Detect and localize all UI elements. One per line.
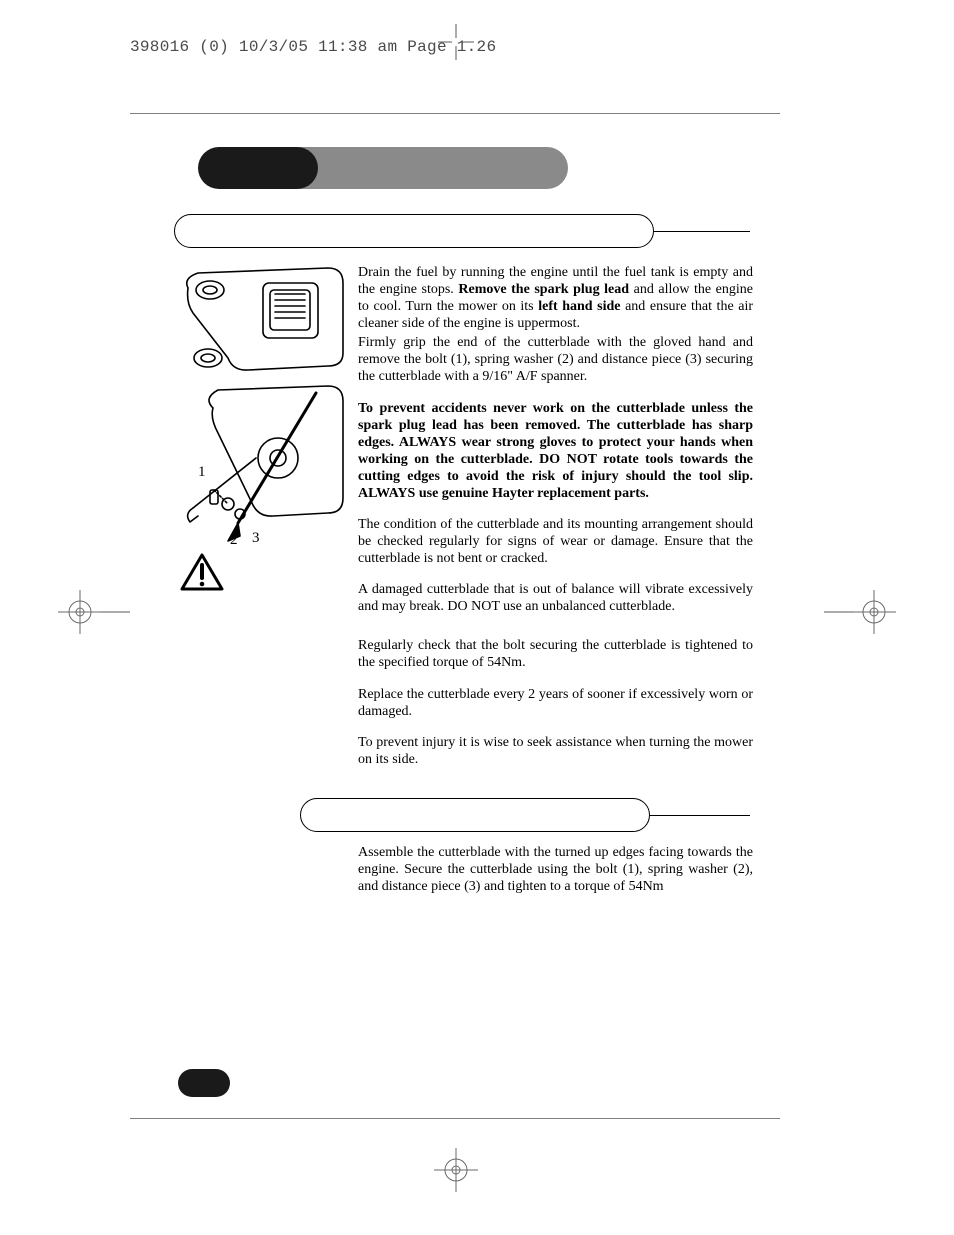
cropmark-right bbox=[824, 606, 854, 618]
section-title-1 bbox=[174, 214, 750, 253]
para-grip-cutterblade: Firmly grip the end of the cutterblade w… bbox=[358, 334, 753, 385]
para-seek-assist: To prevent injury it is wise to seek ass… bbox=[358, 734, 753, 768]
cutterblade-figure: 1 2 3 bbox=[178, 258, 348, 548]
warning-paragraph: To prevent accidents never work on the c… bbox=[358, 400, 753, 502]
page-number-pill bbox=[178, 1069, 230, 1097]
registration-target-right bbox=[852, 590, 896, 634]
para-assemble: Assemble the cutterblade with the turned… bbox=[358, 844, 753, 895]
para-damaged-blade: A damaged cutterblade that is out of bal… bbox=[358, 581, 753, 615]
para-condition-check: The condition of the cutterblade and its… bbox=[358, 516, 753, 567]
callout-2: 2 bbox=[230, 532, 238, 548]
registration-target-left bbox=[58, 590, 102, 634]
registration-target-bottom bbox=[434, 1148, 478, 1192]
header-pill-grey bbox=[278, 147, 568, 189]
top-hairline bbox=[130, 113, 780, 114]
callout-1: 1 bbox=[198, 464, 206, 480]
callout-3: 3 bbox=[252, 530, 260, 546]
para-torque-check: Regularly check that the bolt securing t… bbox=[358, 637, 753, 671]
body-text-section-1: Drain the fuel by running the engine unt… bbox=[358, 264, 753, 782]
section-header-pill bbox=[198, 147, 568, 189]
cropmark-top bbox=[438, 24, 474, 60]
cropmark-left bbox=[100, 606, 130, 618]
para-drain-fuel: Drain the fuel by running the engine unt… bbox=[358, 264, 753, 332]
para-replace-2yr: Replace the cutterblade every 2 years of… bbox=[358, 686, 753, 720]
bottom-hairline bbox=[130, 1118, 780, 1119]
header-pill-dark bbox=[198, 147, 318, 189]
section-title-2 bbox=[300, 798, 750, 837]
warning-icon bbox=[180, 553, 224, 591]
body-text-section-2: Assemble the cutterblade with the turned… bbox=[358, 844, 753, 895]
